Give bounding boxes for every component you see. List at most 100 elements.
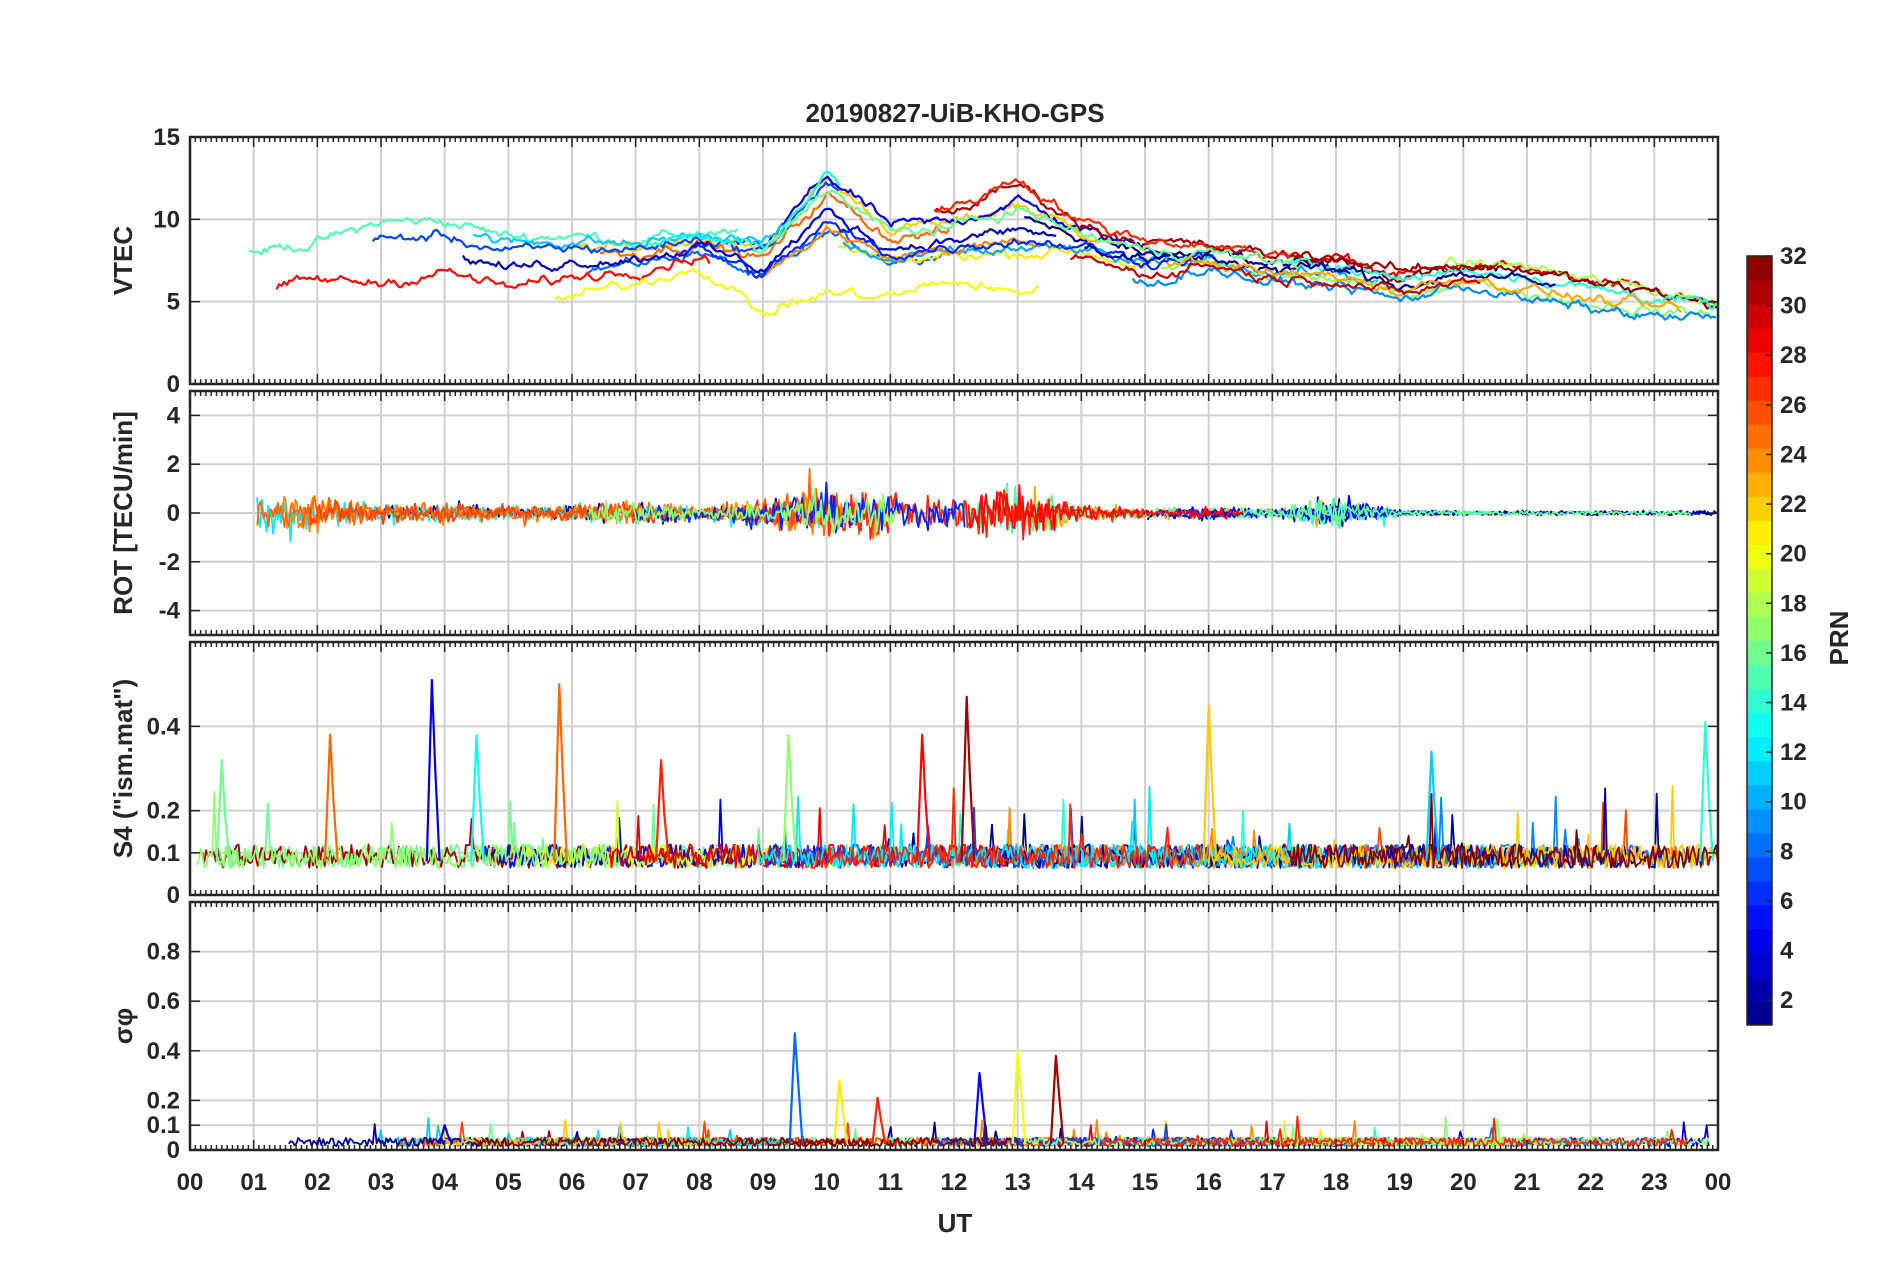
colorbar-segment: [1747, 520, 1772, 545]
y-tick-label: 2: [167, 451, 180, 478]
x-axis: 00 01 02 03 04 05 06 07 08 09 10 11 12 13 14 15 16 17 18 19…: [177, 1169, 1732, 1196]
colorbar-segment: [1747, 784, 1772, 810]
panel-data: [196, 678, 1718, 869]
spike-mark: [1202, 704, 1218, 862]
colorbar-segment: [1747, 424, 1772, 449]
spike-mark: [788, 1032, 804, 1144]
x-tick-label: 07: [622, 1169, 649, 1196]
x-tick-label: 10: [813, 1169, 840, 1196]
y-tick-label: 0.6: [147, 988, 180, 1015]
colorbar-segment: [1747, 976, 1772, 1002]
spike-mark: [323, 733, 339, 862]
series-line-prn: [648, 170, 841, 250]
series-line-prn: [473, 1125, 1011, 1148]
x-tick-label: 16: [1195, 1169, 1222, 1196]
panel-data: [248, 170, 1718, 321]
series-line-prn: [248, 216, 739, 256]
spike-mark: [470, 733, 486, 862]
x-tick-label: 15: [1132, 1169, 1159, 1196]
x-tick-label: 06: [559, 1169, 586, 1196]
colorbar-tick-label: 30: [1780, 293, 1807, 320]
y-tick-label: 4: [167, 402, 181, 429]
y-axis-label: S4 ("ism.mat"): [108, 679, 138, 858]
colorbar-segment: [1747, 496, 1772, 521]
spike-mark: [425, 678, 441, 862]
series-line-prn: [967, 484, 1243, 534]
spike-mark: [833, 1079, 849, 1144]
x-axis-label: UT: [938, 1208, 973, 1238]
x-tick-label: 19: [1386, 1169, 1413, 1196]
colorbar-tick-label: 18: [1780, 590, 1807, 617]
spike-mark: [654, 759, 670, 862]
y-tick-label: -4: [159, 598, 181, 625]
colorbar-segment: [1747, 952, 1772, 978]
series-line-prn: [762, 225, 1037, 279]
series-line-prn: [196, 791, 611, 869]
x-tick-label: 09: [750, 1169, 777, 1196]
colorbar-segment: [1747, 544, 1772, 569]
colorbar-tick-label: 22: [1780, 491, 1807, 518]
colorbar-segment: [1747, 736, 1772, 762]
colorbar-tick-label: 10: [1780, 789, 1807, 816]
series-line-prn: [933, 178, 1291, 260]
colorbar-tick-label: 28: [1780, 342, 1807, 369]
x-tick-label: 20: [1450, 1169, 1477, 1196]
colorbar-segment: [1747, 688, 1772, 714]
colorbar-segment: [1747, 760, 1772, 786]
x-tick-label: 05: [495, 1169, 522, 1196]
panel-minor-ticks: [189, 642, 1719, 895]
colorbar-segment: [1747, 472, 1772, 497]
y-axis-label: VTEC: [108, 226, 138, 296]
colorbar-segment: [1747, 712, 1772, 738]
colorbar-segment: [1747, 832, 1772, 858]
colorbar-segment: [1747, 400, 1772, 425]
colorbar-tick-label: 32: [1780, 243, 1807, 270]
series-line-prn: [1289, 793, 1718, 869]
colorbar-tick-label: 2: [1780, 987, 1793, 1014]
y-tick-label: 0.2: [147, 1087, 180, 1114]
y-tick-label: 5: [167, 289, 180, 316]
y-tick-label: 15: [153, 124, 180, 151]
y-tick-label: 0.1: [147, 840, 180, 867]
colorbar-tick-label: 12: [1780, 739, 1807, 766]
colorbar-segment: [1747, 1000, 1772, 1026]
spike-mark: [1425, 750, 1441, 862]
series-line-prn: [588, 488, 897, 534]
colorbar-segment: [1747, 568, 1772, 593]
colorbar-tick-label: 20: [1780, 541, 1807, 568]
colorbar-segment: [1747, 376, 1772, 401]
colorbar-tick-label: 4: [1780, 938, 1794, 965]
panel-minor-ticks: [189, 391, 1719, 635]
colorbar-segment: [1747, 592, 1772, 617]
x-tick-label: 00: [1705, 1169, 1732, 1196]
colorbar-tick-label: 16: [1780, 640, 1807, 667]
panel-data: [256, 467, 1718, 543]
colorbar-segment: [1747, 808, 1772, 834]
series-line-prn: [1069, 253, 1481, 295]
y-tick-label: 0.2: [147, 798, 180, 825]
panel-sigma_phi: 00.10.2 0.4 0.6 0.8 σφ: [108, 900, 1720, 1164]
series-line-prn: [752, 189, 1299, 270]
spike-mark: [215, 759, 231, 862]
y-tick-label: 0: [167, 882, 180, 909]
colorbar-segment: [1747, 616, 1772, 641]
chart-title: 20190827-UiB-KHO-GPS: [805, 98, 1104, 128]
x-tick-label: 01: [240, 1169, 267, 1196]
spike-mark: [782, 733, 798, 862]
series-line-prn: [1166, 255, 1683, 313]
series-line-prn: [599, 191, 950, 262]
colorbar-segment: [1747, 352, 1772, 377]
colorbar-tick-label: 8: [1780, 838, 1793, 865]
panel-minor-ticks: [189, 902, 1719, 1150]
series-line-prn: [985, 787, 1664, 869]
x-tick-label: 03: [368, 1169, 395, 1196]
colorbar-segment: [1747, 280, 1772, 305]
series-line-prn: [461, 207, 1057, 274]
spike-mark: [916, 733, 931, 862]
spike-mark: [553, 683, 568, 862]
y-axis-label: σφ: [108, 1008, 138, 1044]
series-line-prn: [677, 221, 1204, 279]
colorbar-segment: [1747, 304, 1772, 329]
